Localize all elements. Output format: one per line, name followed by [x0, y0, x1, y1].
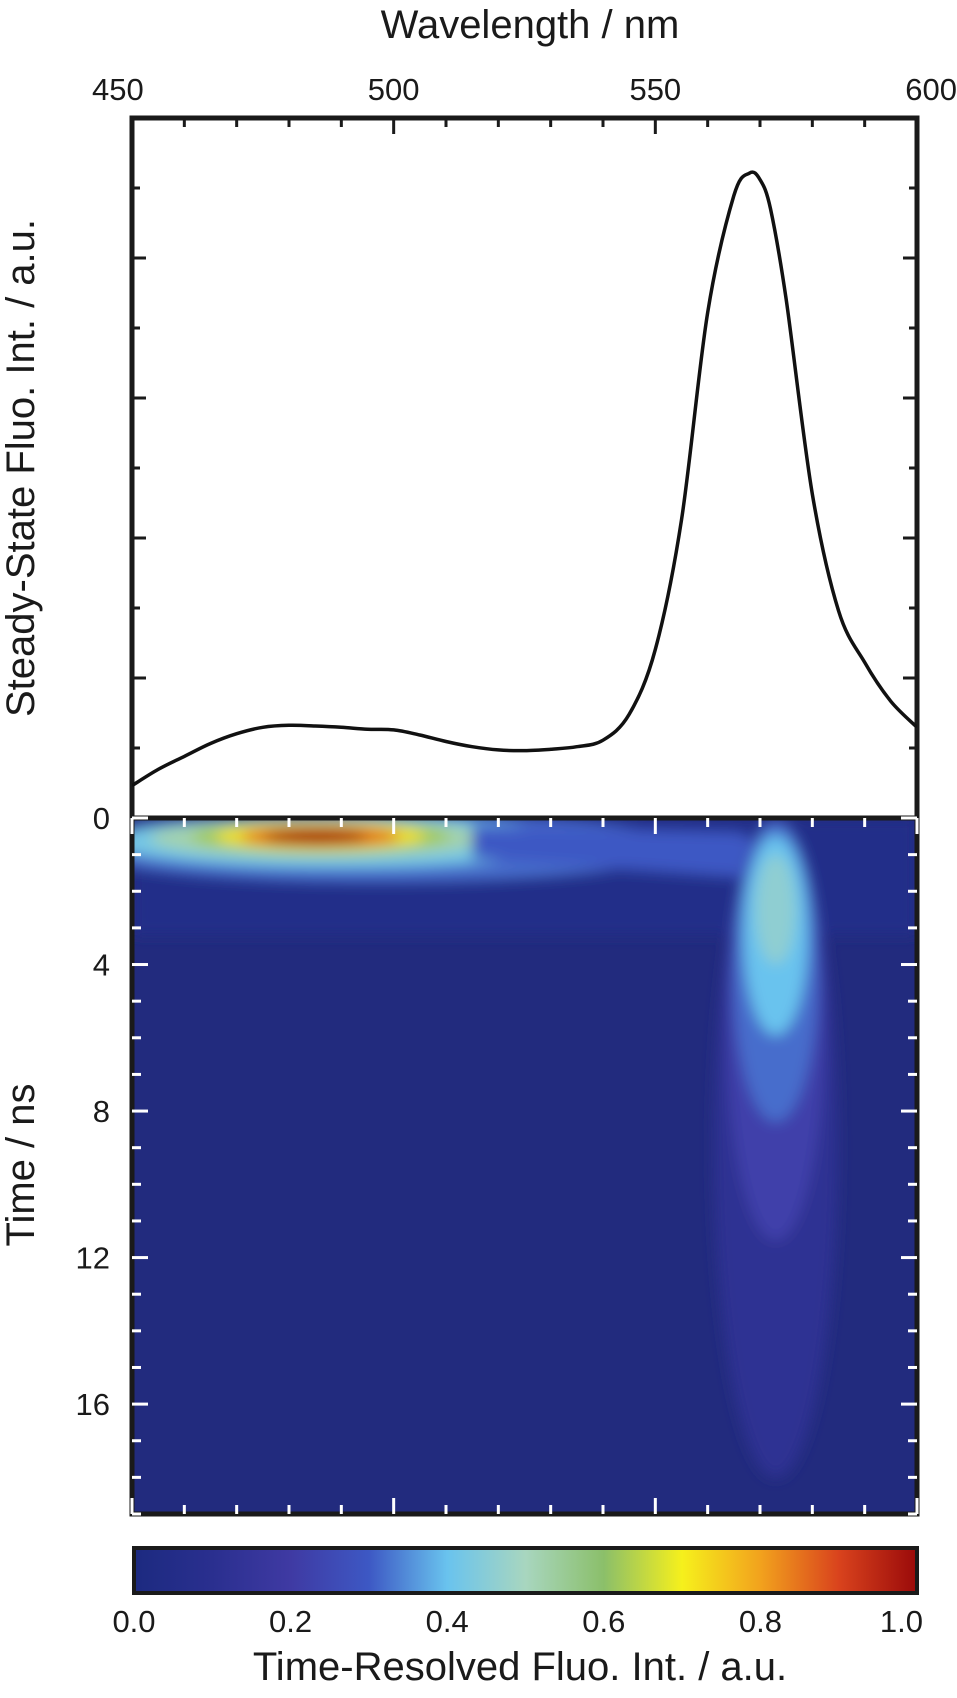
- colorbar-tick-labels: 0.0 0.2 0.4 0.6 0.8 1.0: [112, 1604, 923, 1639]
- colorbar-tick-label: 0.8: [739, 1604, 782, 1639]
- emission-tail: [472, 825, 802, 877]
- x-tick-label: 500: [368, 72, 420, 107]
- x-tick-label: 450: [92, 72, 144, 107]
- x-tick-labels: 450 500 550 600: [92, 72, 957, 107]
- colorbar-tick-label: 0.6: [582, 1604, 625, 1639]
- time-resolved-panel: [129, 815, 920, 1517]
- x-tick-label: 600: [905, 72, 957, 107]
- colorbar-tick-label: 0.2: [269, 1604, 312, 1639]
- colorbar-tick-label: 0.0: [112, 1604, 155, 1639]
- heatmap-ticks: [130, 816, 919, 1516]
- x-axis-title: Wavelength / nm: [381, 3, 680, 47]
- steady-state-y-axis-title: Steady-State Fluo. Int. / a.u.: [0, 219, 43, 717]
- colorbar-tick-label: 1.0: [880, 1604, 923, 1639]
- heatmap-features: [132, 818, 917, 1478]
- time-tick-label: 8: [93, 1094, 110, 1129]
- x-tick-label: 550: [629, 72, 681, 107]
- heatmap-frame: [129, 815, 920, 1517]
- time-axis-title: Time / ns: [0, 1084, 43, 1247]
- time-tick-labels: 0 4 8 12 16: [76, 801, 110, 1422]
- time-tick-label: 0: [93, 801, 110, 836]
- time-tick-label: 12: [76, 1241, 110, 1276]
- colorbar: [132, 1546, 919, 1595]
- steady-state-spectrum-line: [132, 170, 917, 788]
- time-tick-label: 4: [93, 948, 110, 983]
- early-emission-contour: [263, 829, 368, 844]
- colorbar-tick-label: 0.4: [426, 1604, 469, 1639]
- colorbar-title: Time-Resolved Fluo. Int. / a.u.: [253, 1645, 787, 1689]
- steady-state-ticks: [130, 118, 919, 750]
- time-tick-label: 16: [76, 1387, 110, 1422]
- colorbar-gradient: [132, 1546, 919, 1595]
- steady-state-plot-frame: [129, 115, 920, 821]
- late-emission-contour: [755, 854, 796, 965]
- steady-state-panel: [129, 115, 920, 821]
